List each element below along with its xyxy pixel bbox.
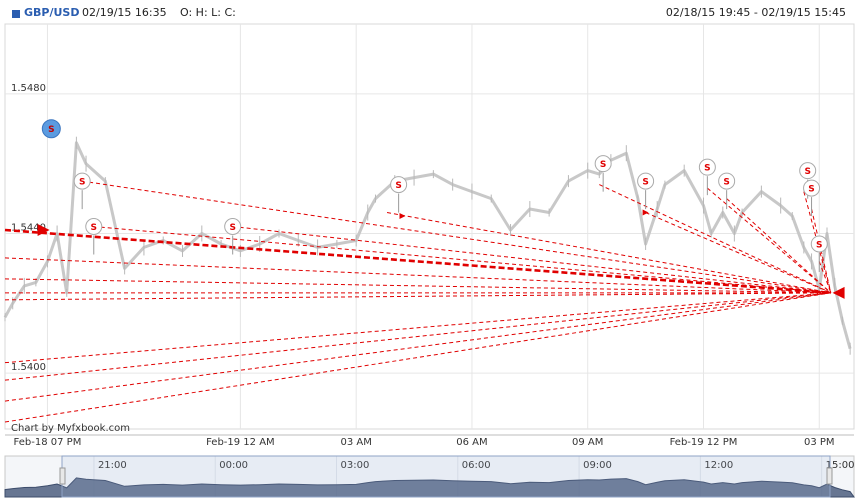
- sell-marker-label: S: [48, 125, 54, 135]
- navigator-tick-label: 03:00: [341, 460, 370, 471]
- sell-marker-circle: [799, 162, 817, 180]
- chart-credit: Chart by Myfxbook.com: [11, 423, 130, 434]
- sell-marker-label: S: [642, 178, 648, 188]
- sell-marker-label: S: [816, 240, 822, 250]
- trade-line: [599, 184, 832, 294]
- navigator-area: [4, 477, 855, 498]
- trade-line: [93, 226, 831, 294]
- sell-marker-circle: [810, 235, 828, 253]
- y-tick-label: 1.5480: [11, 83, 46, 94]
- cursor-time: 02/19/15 16:35: [82, 6, 167, 19]
- navigator-tick-label: 09:00: [583, 460, 612, 471]
- x-axis: Feb-18 07 PM Feb-19 12 AM 03 AM 06 AM 09 AM F…: [5, 434, 854, 448]
- sell-marker[interactable]: S: [85, 218, 103, 255]
- navigator-window[interactable]: [61, 455, 831, 498]
- symbol-label: GBP/USD: [24, 6, 80, 19]
- sell-marker[interactable]: S: [41, 119, 61, 139]
- trade-line: [232, 226, 831, 294]
- trade-line: [4, 292, 831, 301]
- navigator-handle-left[interactable]: [59, 467, 66, 485]
- trade-line: [4, 278, 831, 294]
- trade-line: [707, 187, 832, 294]
- navigator-tick-label: 15:00: [826, 460, 855, 471]
- sell-marker[interactable]: S: [803, 179, 821, 217]
- series-color-swatch: [12, 10, 20, 18]
- y-tick-label: 1.5440: [11, 222, 46, 233]
- x-tick-label: 03 AM: [340, 437, 371, 448]
- navigator-tick-label: 06:00: [462, 460, 491, 471]
- entry-arrows: [37, 209, 845, 299]
- x-tick-label: Feb-19 12 AM: [206, 437, 275, 448]
- sell-marker[interactable]: S: [594, 155, 612, 192]
- sell-marker-label: S: [704, 164, 710, 174]
- sell-marker[interactable]: S: [698, 158, 716, 196]
- x-tick-label: 09 AM: [572, 437, 603, 448]
- entry-arrow: [832, 286, 845, 299]
- grid-layer: [5, 24, 854, 429]
- sell-marker-circle: [594, 155, 612, 173]
- sell-marker-circle: [73, 172, 91, 190]
- sell-marker-circle: [637, 172, 655, 190]
- navigator-tick-label: 21:00: [98, 460, 127, 471]
- entry-arrow: [399, 213, 406, 220]
- trade-line: [4, 257, 831, 294]
- date-range: 02/18/15 19:45 - 02/19/15 15:45: [665, 6, 846, 19]
- sell-marker-circle: [85, 218, 103, 235]
- entry-arrow: [37, 223, 50, 236]
- trade-line: [4, 292, 831, 423]
- x-tick-label: Feb-19 12 PM: [670, 437, 738, 448]
- x-tick-label: 06 AM: [456, 437, 487, 448]
- sell-marker-label: S: [91, 223, 97, 233]
- navigator-handle-right[interactable]: [826, 467, 833, 485]
- sell-marker[interactable]: S: [718, 172, 736, 210]
- sell-marker-label: S: [229, 223, 235, 233]
- sell-marker-label: S: [808, 185, 814, 195]
- trade-line: [818, 261, 832, 294]
- trade-line: [4, 292, 831, 381]
- trade-line: [386, 212, 831, 294]
- sell-marker-circle: [224, 218, 242, 235]
- sell-marker-circle: [390, 176, 408, 194]
- sell-marker[interactable]: S: [224, 218, 242, 255]
- sell-marker[interactable]: S: [390, 176, 408, 213]
- trade-lines: [4, 180, 832, 423]
- navigator-tick-label: 12:00: [704, 460, 733, 471]
- trade-line: [4, 292, 831, 364]
- sell-marker[interactable]: S: [637, 172, 655, 210]
- trade-line: [4, 292, 831, 402]
- x-tick-label: 03 PM: [804, 437, 835, 448]
- y-axis: 1.5400 1.5440 1.5480: [11, 83, 46, 373]
- sell-marker-circle: [41, 119, 61, 139]
- y-tick-label: 1.5400: [11, 362, 46, 373]
- sell-marker-circle: [803, 179, 821, 197]
- sell-marker-circle: [698, 158, 716, 176]
- sell-marker-label: S: [804, 167, 810, 177]
- trade-line: [82, 180, 831, 294]
- trade-line: [645, 212, 832, 294]
- sell-marker-label: S: [79, 178, 85, 188]
- x-tick-label: Feb-18 07 PM: [14, 437, 82, 448]
- plot-border: [4, 23, 855, 430]
- entry-arrow: [642, 209, 649, 216]
- sell-marker-label: S: [723, 178, 729, 188]
- sell-marker-label: S: [395, 181, 401, 191]
- trade-line: [4, 228, 831, 295]
- ohlc-readout: O: H: L: C:: [180, 6, 236, 19]
- navigator[interactable]: 21:00 00:00 03:00 06:00 09:00 12:00 15:00: [4, 455, 855, 498]
- navigator-tick-label: 00:00: [219, 460, 248, 471]
- sell-marker-label: S: [600, 160, 606, 170]
- sell-marker-circle: [718, 172, 736, 190]
- trade-line: [726, 198, 832, 294]
- sell-marker[interactable]: S: [73, 172, 91, 210]
- sell-marker[interactable]: S: [810, 235, 828, 272]
